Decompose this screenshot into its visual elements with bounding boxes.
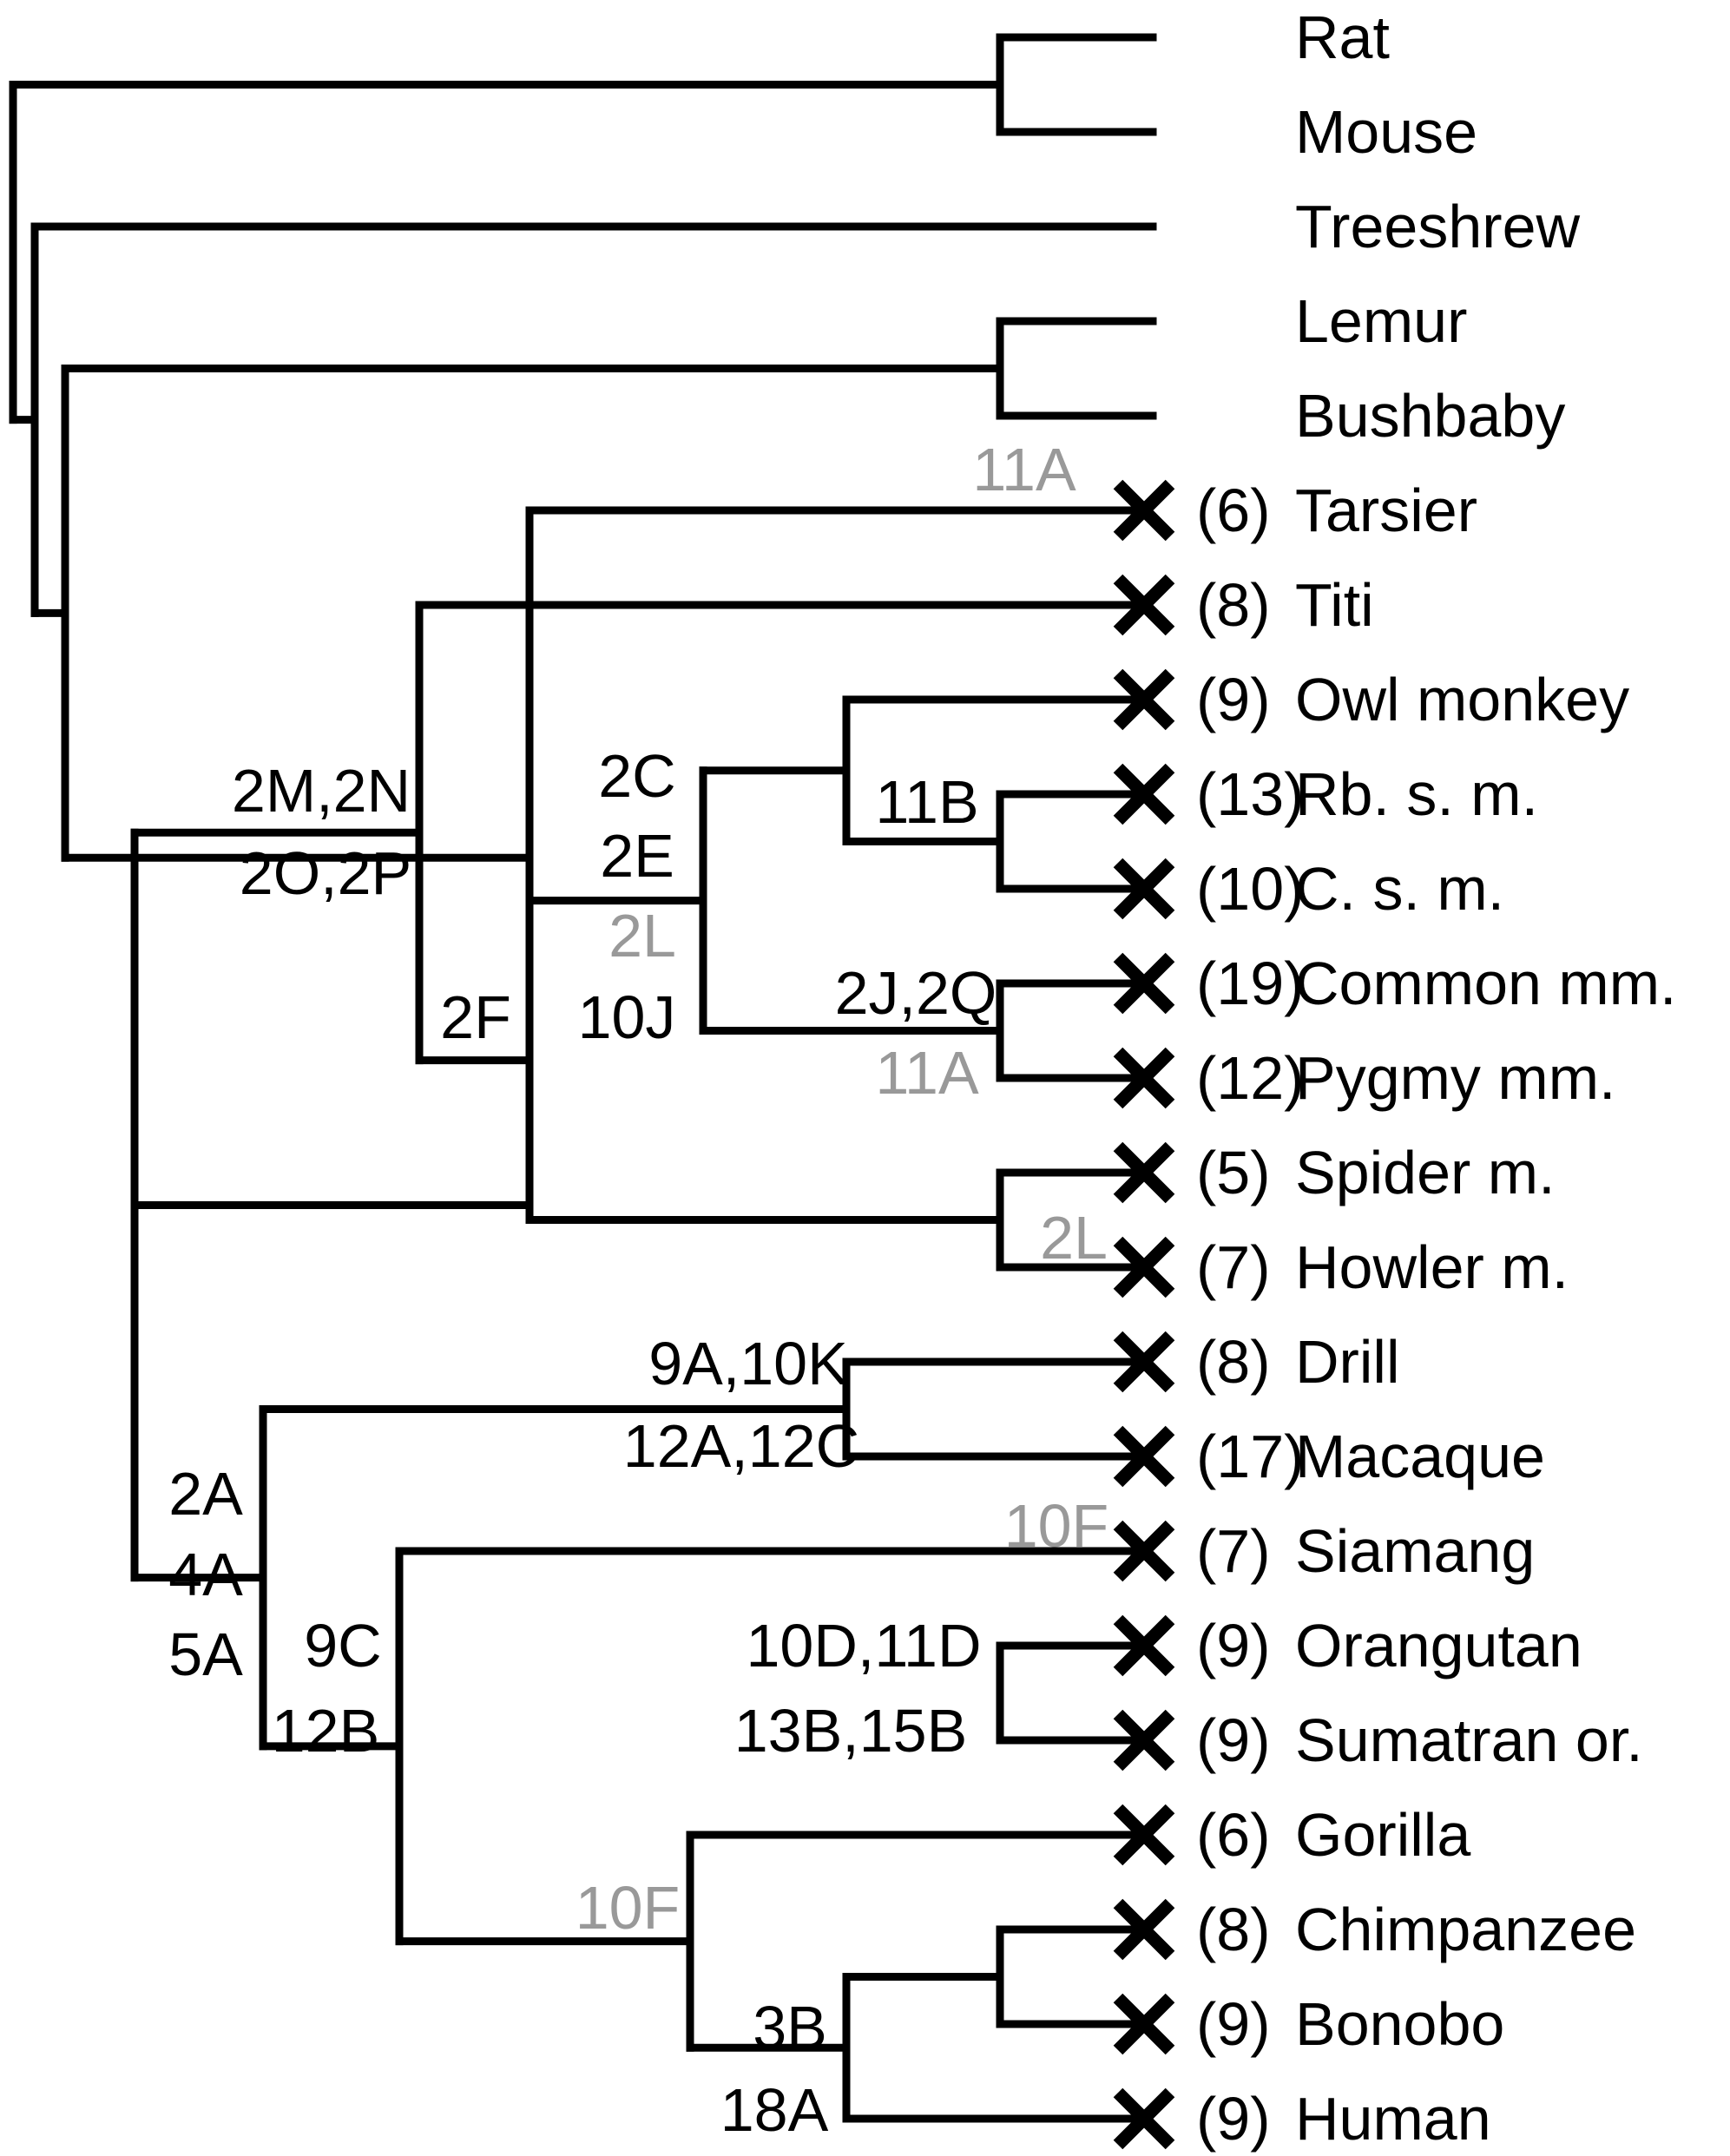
human-count: (9) — [1196, 2085, 1271, 2153]
label-tarsier-11a: 11A — [972, 436, 1076, 503]
label-pan-human-18a: 18A — [720, 2076, 829, 2144]
howler-m-loss-mark — [1113, 1236, 1175, 1298]
siamang-label: Siamang — [1295, 1517, 1535, 1585]
label-pan-human-3b: 3B — [753, 1994, 827, 2061]
label-papionini-9a10k: 9A,10K — [648, 1330, 848, 1397]
spider-m-loss-mark — [1113, 1141, 1175, 1204]
sumatran-or-loss-mark — [1113, 1709, 1175, 1771]
label-aotidae-2l: 2L — [608, 902, 676, 970]
spider-m-count: (5) — [1196, 1139, 1271, 1206]
rat-label: Rat — [1295, 3, 1390, 71]
tarsier-loss-mark — [1113, 479, 1175, 542]
label-siamang-10f: 10F — [1004, 1492, 1109, 1560]
macaque-count: (17) — [1196, 1423, 1304, 1490]
label-hominoid-9c: 9C — [304, 1612, 381, 1679]
drill-label: Drill — [1295, 1328, 1400, 1396]
chimpanzee-label: Chimpanzee — [1295, 1896, 1636, 1963]
label-marmoset-2j2q: 2J,2Q — [835, 959, 997, 1027]
drill-loss-mark — [1113, 1331, 1175, 1393]
human-label: Human — [1295, 2085, 1491, 2153]
label-saimiri-11b: 11B — [875, 768, 978, 836]
macaque-label: Macaque — [1295, 1423, 1545, 1490]
tree-branches — [9, 33, 1157, 2123]
label-marmoset-11a: 11A — [875, 1039, 979, 1107]
label-atelid-2f: 2F — [440, 983, 511, 1051]
common-mm-count: (19) — [1196, 950, 1304, 1017]
rb-s-m-loss-mark — [1113, 763, 1175, 825]
siamang-loss-mark — [1113, 1520, 1175, 1582]
common-mm-loss-mark — [1113, 952, 1175, 1015]
sumatran-or-label: Sumatran or. — [1295, 1706, 1643, 1774]
pygmy-mm-loss-mark — [1113, 1047, 1175, 1109]
label-nwm-2o2p: 2O,2P — [240, 839, 411, 907]
owl-monkey-label: Owl monkey — [1295, 666, 1629, 733]
chimpanzee-count: (8) — [1196, 1896, 1271, 1963]
label-aotidae-2c: 2C — [598, 742, 675, 810]
titi-label: Titi — [1295, 571, 1374, 639]
label-hominine-10f: 10F — [576, 1874, 681, 1942]
owl-monkey-loss-mark — [1113, 668, 1175, 731]
label-catarrhini-5a: 5A — [168, 1620, 243, 1688]
orangutan-count: (9) — [1196, 1612, 1271, 1679]
tarsier-label: Tarsier — [1295, 477, 1477, 544]
gorilla-loss-mark — [1113, 1804, 1175, 1866]
label-catarrhini-2a: 2A — [168, 1460, 243, 1528]
howler-m-label: Howler m. — [1295, 1233, 1569, 1301]
howler-m-count: (7) — [1196, 1233, 1271, 1301]
owl-monkey-count: (9) — [1196, 666, 1271, 733]
drill-count: (8) — [1196, 1328, 1271, 1396]
bonobo-loss-mark — [1113, 1993, 1175, 2055]
label-papionini-12a12c: 12A,12C — [623, 1412, 859, 1480]
branch-labels: 11A 2M,2N 2O,2P 2C 2E 2L 10J 11B 2J,2Q 11A 2F 2L 9A,… — [168, 436, 1108, 2144]
human-loss-mark — [1113, 2087, 1175, 2150]
taxon-labels: Rat Mouse Treeshrew Lemur Bushbaby (6) Tarsier… — [1196, 3, 1676, 2153]
c-s-m-loss-mark — [1113, 858, 1175, 920]
mouse-label: Mouse — [1295, 98, 1477, 166]
sumatran-or-count: (9) — [1196, 1706, 1271, 1774]
label-aotidae-10j: 10J — [578, 983, 676, 1051]
bonobo-label: Bonobo — [1295, 1990, 1504, 2058]
spider-m-label: Spider m. — [1295, 1139, 1556, 1206]
label-pongo-13b15b: 13B,15B — [734, 1697, 968, 1765]
loss-marks — [1113, 479, 1175, 2150]
siamang-count: (7) — [1196, 1517, 1271, 1585]
pygmy-mm-label: Pygmy mm. — [1295, 1044, 1615, 1112]
label-pongo-10d11d: 10D,11D — [746, 1612, 981, 1679]
orangutan-loss-mark — [1113, 1614, 1175, 1677]
titi-loss-mark — [1113, 574, 1175, 636]
treeshrew-label: Treeshrew — [1295, 193, 1581, 260]
lemur-label: Lemur — [1295, 287, 1467, 355]
c-s-m-count: (10) — [1196, 855, 1304, 923]
label-nwm-2m2n: 2M,2N — [232, 757, 411, 825]
gorilla-count: (6) — [1196, 1801, 1271, 1869]
label-catarrhini-4a: 4A — [168, 1541, 243, 1608]
bonobo-count: (9) — [1196, 1990, 1271, 2058]
label-aotidae-2e: 2E — [600, 822, 674, 890]
tarsier-count: (6) — [1196, 477, 1271, 544]
rb-s-m-label: Rb. s. m. — [1295, 760, 1538, 828]
label-atelid-2l: 2L — [1040, 1204, 1108, 1272]
rb-s-m-count: (13) — [1196, 760, 1304, 828]
macaque-loss-mark — [1113, 1425, 1175, 1488]
c-s-m-label: C. s. m. — [1295, 855, 1504, 923]
pygmy-mm-count: (12) — [1196, 1044, 1304, 1112]
chimpanzee-loss-mark — [1113, 1898, 1175, 1961]
common-mm-label: Common mm. — [1295, 950, 1676, 1017]
gorilla-label: Gorilla — [1295, 1801, 1470, 1869]
orangutan-label: Orangutan — [1295, 1612, 1582, 1679]
bushbaby-label: Bushbaby — [1295, 382, 1565, 450]
label-hominoid-12b: 12B — [272, 1697, 380, 1765]
titi-count: (8) — [1196, 571, 1271, 639]
